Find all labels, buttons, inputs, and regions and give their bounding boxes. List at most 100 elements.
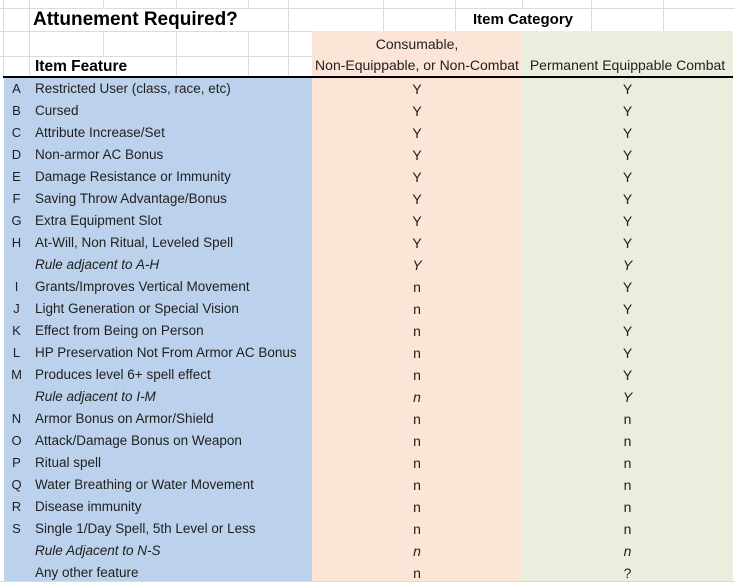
consumable-value-cell[interactable]: Y (312, 188, 522, 210)
row-letter-cell[interactable]: K (4, 320, 29, 342)
permanent-value-cell[interactable]: Y (522, 298, 733, 320)
row-letter-cell[interactable]: C (4, 122, 29, 144)
row-letter-cell[interactable] (4, 254, 29, 276)
feature-cell[interactable]: Effect from Being on Person (29, 320, 312, 342)
permanent-value-cell[interactable]: Y (522, 210, 733, 232)
consumable-value-cell[interactable]: n (312, 364, 522, 386)
permanent-value-cell[interactable]: n (522, 474, 733, 496)
feature-cell[interactable]: Cursed (29, 100, 312, 122)
feature-cell[interactable]: Attribute Increase/Set (29, 122, 312, 144)
row-letter-cell[interactable]: A (4, 78, 29, 100)
feature-cell[interactable]: Saving Throw Advantage/Bonus (29, 188, 312, 210)
feature-cell[interactable]: Extra Equipment Slot (29, 210, 312, 232)
item-feature-header-cell[interactable]: Item Feature (35, 58, 128, 75)
consumable-column-header-cell[interactable]: Consumable, Non-Equippable, or Non-Comba… (312, 31, 522, 78)
row-letter-cell[interactable]: S (4, 518, 29, 540)
row-letter-cell[interactable]: R (4, 496, 29, 518)
feature-cell[interactable]: Rule Adjacent to N-S (29, 540, 312, 562)
permanent-value-cell[interactable]: Y (522, 188, 733, 210)
consumable-value-cell[interactable]: Y (312, 254, 522, 276)
consumable-value-cell[interactable]: n (312, 386, 522, 408)
row-letter-cell[interactable]: B (4, 100, 29, 122)
row-letter-cell[interactable]: I (4, 276, 29, 298)
permanent-value-cell[interactable]: Y (522, 276, 733, 298)
gridline (248, 31, 249, 78)
permanent-value-cell[interactable]: Y (522, 144, 733, 166)
permanent-value-cell[interactable]: n (522, 518, 733, 540)
permanent-value-cell[interactable]: Y (522, 364, 733, 386)
permanent-value-cell[interactable]: Y (522, 100, 733, 122)
feature-cell[interactable]: Disease immunity (29, 496, 312, 518)
permanent-value-cell[interactable]: Y (522, 320, 733, 342)
sheet-title-cell[interactable]: Attunement Required? (33, 9, 238, 30)
feature-cell[interactable]: Armor Bonus on Armor/Shield (29, 408, 312, 430)
consumable-value-cell[interactable]: Y (312, 232, 522, 254)
right-gutter (733, 254, 735, 276)
consumable-value-cell[interactable]: n (312, 496, 522, 518)
permanent-value-cell[interactable]: Y (522, 254, 733, 276)
consumable-value-cell[interactable]: n (312, 320, 522, 342)
row-letter-cell[interactable]: F (4, 188, 29, 210)
consumable-value-cell[interactable]: n (312, 298, 522, 320)
consumable-value-cell[interactable]: n (312, 342, 522, 364)
permanent-value-cell[interactable]: Y (522, 122, 733, 144)
consumable-value-cell[interactable]: Y (312, 210, 522, 232)
row-letter-cell[interactable]: M (4, 364, 29, 386)
row-letter-cell[interactable]: P (4, 452, 29, 474)
consumable-value-cell[interactable]: n (312, 452, 522, 474)
feature-cell[interactable]: HP Preservation Not From Armor AC Bonus (29, 342, 312, 364)
feature-cell[interactable]: At-Will, Non Ritual, Leveled Spell (29, 232, 312, 254)
feature-cell[interactable]: Light Generation or Special Vision (29, 298, 312, 320)
feature-cell[interactable]: Rule adjacent to I-M (29, 386, 312, 408)
permanent-value-cell[interactable]: n (522, 452, 733, 474)
consumable-value-cell[interactable]: Y (312, 144, 522, 166)
feature-cell[interactable]: Non-armor AC Bonus (29, 144, 312, 166)
feature-cell[interactable]: Water Breathing or Water Movement (29, 474, 312, 496)
row-letter-cell[interactable]: D (4, 144, 29, 166)
feature-cell[interactable]: Single 1/Day Spell, 5th Level or Less (29, 518, 312, 540)
permanent-value-cell[interactable]: Y (522, 342, 733, 364)
feature-cell[interactable]: Any other feature (29, 562, 312, 581)
consumable-value-cell[interactable]: n (312, 276, 522, 298)
row-letter-cell[interactable]: N (4, 408, 29, 430)
permanent-value-cell[interactable]: Y (522, 166, 733, 188)
feature-cell[interactable]: Grants/Improves Vertical Movement (29, 276, 312, 298)
permanent-column-header-cell[interactable]: Permanent Equippable Combat (522, 31, 733, 78)
feature-cell[interactable]: Restricted User (class, race, etc) (29, 78, 312, 100)
feature-cell[interactable]: Attack/Damage Bonus on Weapon (29, 430, 312, 452)
row-letter-cell[interactable]: J (4, 298, 29, 320)
row-letter-cell[interactable] (4, 540, 29, 562)
row-letter-cell[interactable]: E (4, 166, 29, 188)
item-category-header-cell[interactable]: Item Category (472, 11, 574, 28)
consumable-value-cell[interactable]: n (312, 562, 522, 581)
consumable-value-cell[interactable]: Y (312, 122, 522, 144)
row-letter-cell[interactable] (4, 386, 29, 408)
row-letter-cell[interactable]: L (4, 342, 29, 364)
consumable-value-cell[interactable]: n (312, 518, 522, 540)
permanent-value-cell[interactable]: Y (522, 232, 733, 254)
permanent-value-cell[interactable]: n (522, 540, 733, 562)
permanent-value-cell[interactable]: Y (522, 386, 733, 408)
consumable-value-cell[interactable]: n (312, 430, 522, 452)
consumable-value-cell[interactable]: n (312, 474, 522, 496)
feature-cell[interactable]: Produces level 6+ spell effect (29, 364, 312, 386)
feature-cell[interactable]: Ritual spell (29, 452, 312, 474)
consumable-value-cell[interactable]: n (312, 540, 522, 562)
row-letter-cell[interactable]: H (4, 232, 29, 254)
permanent-value-cell[interactable]: n (522, 496, 733, 518)
permanent-value-cell[interactable]: ? (522, 562, 733, 581)
permanent-value-cell[interactable]: n (522, 430, 733, 452)
row-letter-cell[interactable]: G (4, 210, 29, 232)
table-row: L HP Preservation Not From Armor AC Bonu… (0, 342, 735, 364)
permanent-value-cell[interactable]: Y (522, 78, 733, 100)
consumable-value-cell[interactable]: Y (312, 166, 522, 188)
row-letter-cell[interactable]: O (4, 430, 29, 452)
permanent-value-cell[interactable]: n (522, 408, 733, 430)
row-letter-cell[interactable] (4, 562, 29, 581)
consumable-value-cell[interactable]: Y (312, 78, 522, 100)
feature-cell[interactable]: Damage Resistance or Immunity (29, 166, 312, 188)
row-letter-cell[interactable]: Q (4, 474, 29, 496)
consumable-value-cell[interactable]: Y (312, 100, 522, 122)
feature-cell[interactable]: Rule adjacent to A-H (29, 254, 312, 276)
consumable-value-cell[interactable]: n (312, 408, 522, 430)
